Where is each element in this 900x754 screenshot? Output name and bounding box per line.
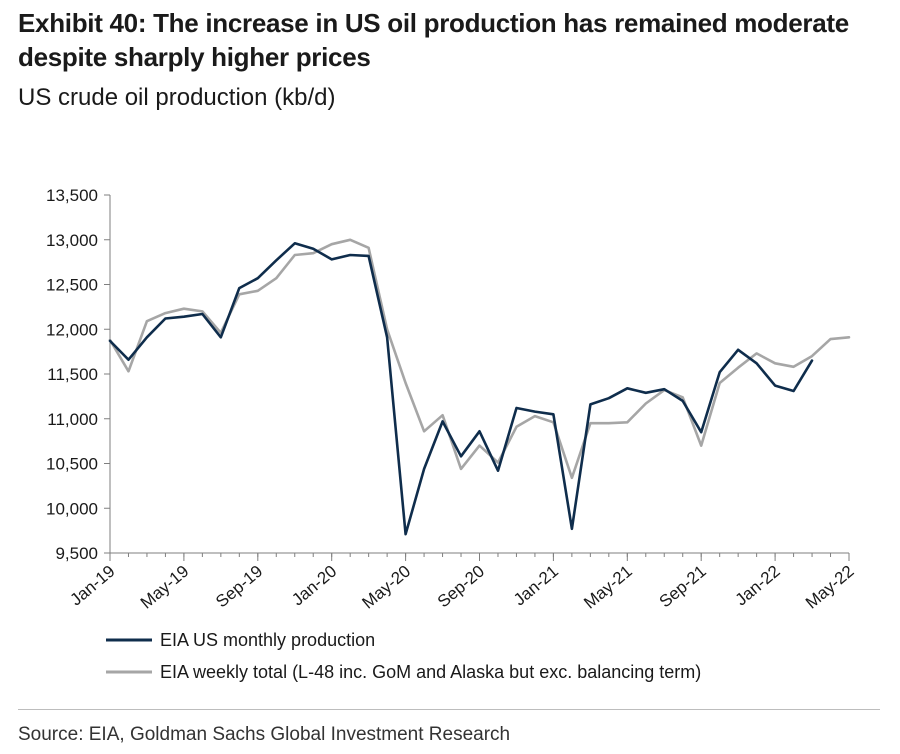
y-tick-label: 11,500 [47, 365, 98, 384]
x-tick-label: Jan-20 [288, 562, 340, 610]
x-tick-label: May-22 [802, 562, 858, 613]
x-tick-label: May-19 [137, 562, 193, 613]
y-tick-label: 10,500 [46, 455, 98, 474]
series-line-monthly [108, 242, 814, 536]
y-tick-label: 12,500 [46, 276, 98, 295]
series-layer [108, 238, 851, 536]
axes: 9,500 10,000 10,500 11,000 11,500 12,000 12,50… [46, 186, 858, 613]
x-tick-label: Jan-21 [510, 562, 562, 610]
x-tick-label: Sep-20 [434, 562, 488, 612]
x-tick-label: May-21 [580, 562, 636, 613]
y-tick-label: 9,500 [55, 544, 98, 563]
x-tick-label: May-20 [359, 562, 415, 613]
series-line-weekly [108, 238, 851, 480]
y-tick-label: 11,000 [47, 410, 98, 429]
source-divider [18, 709, 880, 710]
x-tick-label: Jan-19 [67, 562, 119, 610]
y-tick-label: 13,000 [46, 231, 98, 250]
chart-subtitle: US crude oil production (kb/d) [18, 84, 336, 111]
x-tick-label: Sep-21 [656, 562, 710, 612]
x-tick-label: Jan-22 [732, 562, 784, 610]
y-tick-label: 10,000 [46, 499, 98, 518]
legend: EIA US monthly production EIA weekly tot… [106, 630, 701, 682]
y-tick-label: 13,500 [46, 186, 98, 205]
legend-label-monthly: EIA US monthly production [160, 630, 375, 650]
y-tick-label: 12,000 [46, 320, 98, 339]
chart-title: Exhibit 40: The increase in US oil produ… [18, 8, 849, 72]
legend-label-weekly: EIA weekly total (L-48 inc. GoM and Alas… [160, 662, 701, 682]
x-tick-label: Sep-19 [212, 562, 266, 612]
source-note: Source: EIA, Goldman Sachs Global Invest… [18, 724, 511, 745]
line-chart: 9,500 10,000 10,500 11,000 11,500 12,000 12,50… [46, 186, 858, 682]
